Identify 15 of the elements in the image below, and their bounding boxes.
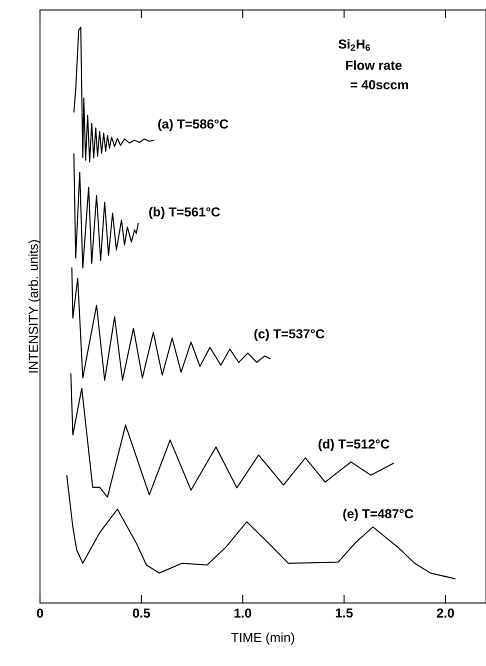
annotation: Si$_{2}$H$_{6}$ bbox=[338, 39, 370, 51]
x-axis-title: TIME (min) bbox=[231, 632, 294, 645]
y-axis-title: INTENSITY (arb. units) bbox=[28, 240, 40, 372]
x-tick-label: 0.5 bbox=[132, 608, 150, 618]
x-tick-label: 1.0 bbox=[234, 608, 252, 618]
x-tick-label: 2.0 bbox=[436, 608, 454, 618]
annotation: Flow rate bbox=[346, 60, 402, 70]
series-label: (c) T=537°C bbox=[254, 328, 324, 341]
annotation: = 40sccm bbox=[350, 80, 408, 90]
series-label: (b) T=561°C bbox=[149, 206, 220, 220]
x-tick-label: 1.5 bbox=[336, 608, 353, 618]
x-tick-label: 0 bbox=[36, 608, 44, 618]
series-label: (e) T=487°C bbox=[343, 508, 414, 521]
series-label: (d) T=512°C bbox=[318, 439, 390, 452]
series-label: (a) T=586°C bbox=[158, 119, 228, 132]
